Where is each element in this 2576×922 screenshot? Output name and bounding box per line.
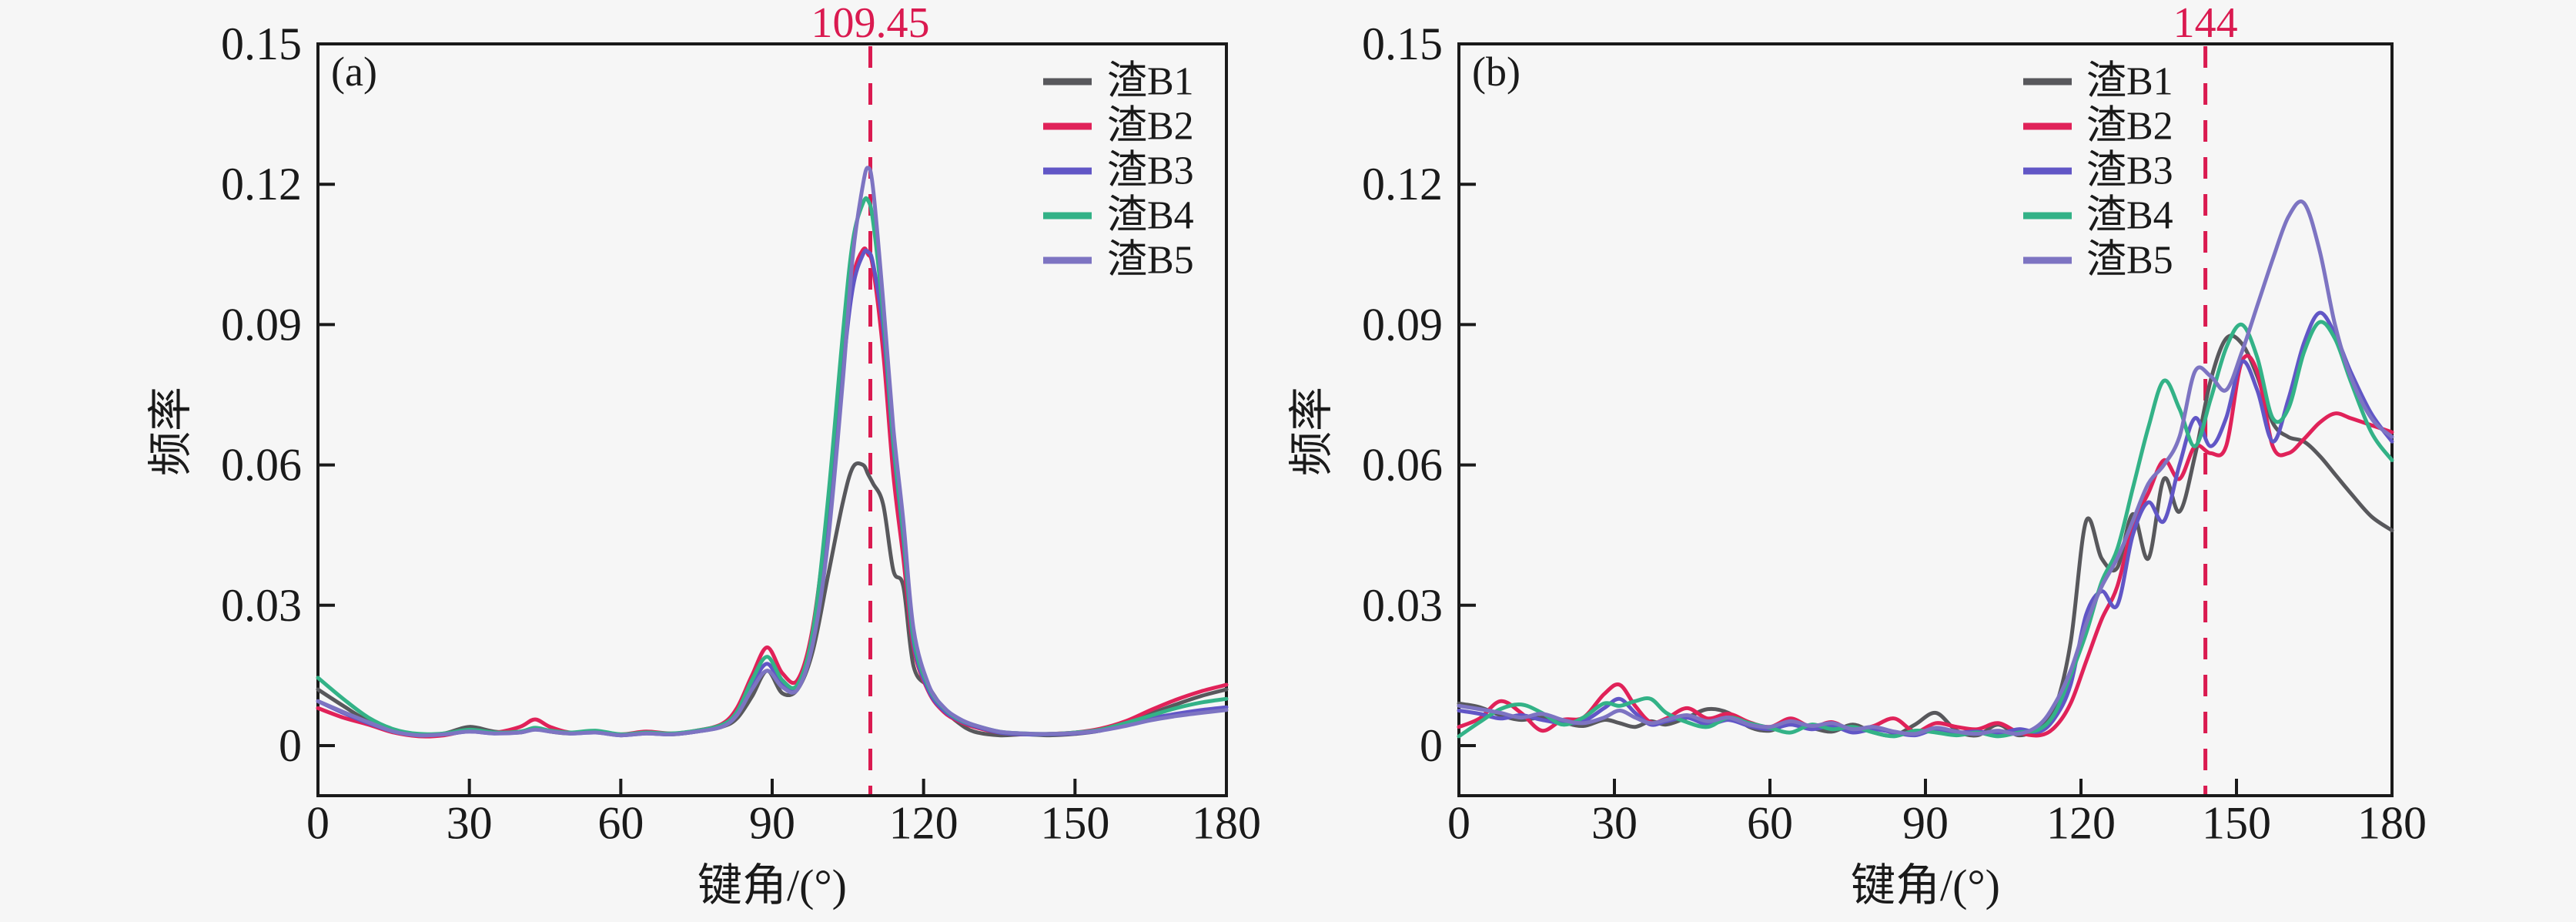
legend-label: 渣B1: [2086, 60, 2173, 104]
y-tick-label: 0.15: [221, 18, 302, 69]
y-tick-label: 0.06: [1362, 440, 1443, 491]
x-tick-label: 150: [1040, 797, 1109, 848]
x-tick-label: 180: [1192, 797, 1261, 848]
legend-label: 渣B3: [2086, 149, 2173, 193]
x-tick-label: 120: [2046, 797, 2116, 848]
series-line-1: [1457, 334, 2394, 738]
x-tick-label: 150: [2202, 797, 2271, 848]
series-line-5: [1457, 199, 2394, 736]
y-tick-label: 0.12: [221, 159, 302, 210]
y-tick-label: 0.15: [1362, 18, 1443, 69]
y-tick-label: 0.03: [221, 580, 302, 631]
series-line-1: [316, 461, 1229, 738]
annotation-144: 144: [2173, 0, 2238, 47]
x-tick-label: 90: [749, 797, 795, 848]
y-tick-label: 0: [1420, 720, 1443, 771]
x-tick-label: 60: [1747, 797, 1793, 848]
y-tick-label: 0.12: [1362, 159, 1443, 210]
y-tick-label: 0.09: [221, 299, 302, 350]
panel-a-label: (a): [331, 49, 377, 95]
legend-label: 渣B5: [2086, 239, 2173, 283]
series-line-2: [1457, 354, 2394, 738]
annotation-109-45: 109.45: [811, 0, 930, 47]
legend-label: 渣B1: [1107, 60, 1194, 104]
y-tick-label: 0: [279, 720, 302, 771]
legend-label: 渣B4: [1107, 194, 1194, 238]
plot-frame: [316, 42, 1228, 797]
x-axis-title-b: 键角/(°): [1851, 860, 2000, 910]
x-tick-label: 30: [447, 797, 493, 848]
legend-label: 渣B3: [1107, 149, 1194, 193]
legend-label: 渣B2: [1107, 105, 1194, 149]
y-axis-title-a: 频率: [146, 386, 196, 477]
y-tick-label: 0.09: [1362, 299, 1443, 350]
x-tick-label: 180: [2357, 797, 2427, 848]
x-tick-label: 30: [1591, 797, 1638, 848]
series-line-5: [316, 166, 1229, 738]
x-tick-label: 90: [1902, 797, 1949, 848]
x-tick-label: 0: [306, 797, 330, 848]
y-axis-title-b: 频率: [1286, 386, 1337, 477]
series-line-4: [1457, 320, 2394, 739]
x-tick-label: 0: [1447, 797, 1470, 848]
plot-frame: [1457, 42, 2394, 797]
legend-label: 渣B4: [2086, 194, 2173, 238]
series-line-3: [1457, 310, 2394, 738]
legend-label: 渣B2: [2086, 105, 2173, 149]
x-tick-label: 60: [597, 797, 644, 848]
legend-label: 渣B5: [1107, 239, 1194, 283]
x-axis-title-a: 键角/(°): [698, 860, 847, 910]
x-tick-label: 120: [889, 797, 958, 848]
panel-b-label: (b): [1472, 49, 1521, 95]
y-tick-label: 0.06: [221, 440, 302, 491]
y-tick-label: 0.03: [1362, 580, 1443, 631]
